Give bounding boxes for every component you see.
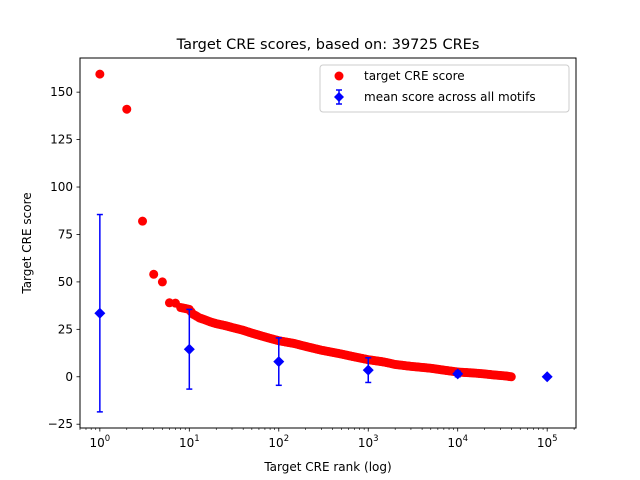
target-score-point [138,216,148,226]
legend-label-target-score: target CRE score [364,69,465,83]
legend-box [319,64,570,113]
y-tick-label: −25 [48,417,73,431]
legend-marker-circle [334,71,344,81]
y-tick-label: 100 [50,180,73,194]
y-tick-label: 25 [58,322,73,336]
axes-frame [79,57,577,429]
y-tick-label: 0 [65,370,73,384]
mean-score-point [94,307,106,319]
mean-score-point [452,368,464,380]
x-tick-label: 102 [268,434,289,450]
legend: target CRE score mean score across all m… [319,64,570,113]
x-tick-label: 105 [537,434,558,450]
x-tick-label: 100 [89,434,110,450]
x-axis-label: Target CRE rank (log) [263,460,391,474]
x-tick-label: 104 [447,434,468,450]
x-tick-label: 101 [179,434,200,450]
mean-score-point [362,364,374,376]
y-tick-label: 125 [50,133,73,147]
mean-score-point [273,356,285,368]
legend-marker-diamond [334,92,344,102]
target-score-point [122,104,132,114]
y-tick-label: 75 [58,227,73,241]
chart-title: Target CRE scores, based on: 39725 CREs [176,37,480,53]
y-axis-label: Target CRE score [20,192,34,294]
target-score-point [149,269,159,279]
axis-ticks: 100 101 102 103 104 105 −25 0 25 50 75 100 125 150 [48,85,575,450]
plot-area [94,69,553,413]
mean-score-point [183,343,195,355]
target-score-point [95,69,105,79]
target-score-point [157,277,167,287]
target-score-point [506,372,516,382]
legend-label-mean-score: mean score across all motifs [364,90,536,104]
mean-score-point [541,371,553,383]
x-tick-label: 103 [358,434,379,450]
y-tick-label: 150 [50,85,73,99]
y-tick-label: 50 [58,275,73,289]
